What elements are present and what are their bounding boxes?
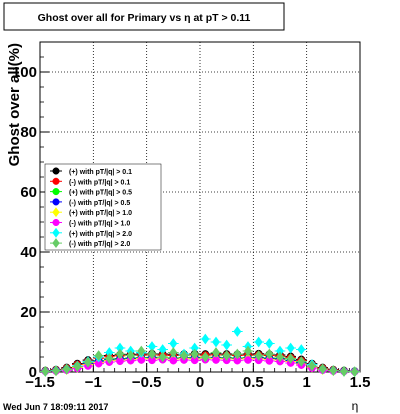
- data-point: [52, 365, 60, 377]
- legend-marker: [52, 177, 60, 185]
- legend-marker: [52, 218, 60, 227]
- data-point: [254, 350, 263, 361]
- y-tick-label: 40: [20, 244, 37, 261]
- data-points: [40, 326, 360, 378]
- x-tick-label: 0: [196, 374, 204, 391]
- x-tick-label: −1.5: [25, 374, 55, 391]
- x-tick-label: 0.5: [243, 374, 264, 391]
- data-point: [212, 336, 220, 348]
- data-point: [254, 336, 263, 348]
- data-point: [201, 351, 210, 363]
- legend-label: (-) with pT/|q| > 1.0: [69, 221, 130, 228]
- data-point: [244, 356, 252, 364]
- legend-label: (-) with pT/|q| > 0.5: [69, 200, 130, 207]
- data-point: [116, 348, 124, 360]
- data-point: [244, 345, 252, 357]
- x-tick-label: −1: [85, 374, 102, 391]
- y-tick-label: 20: [20, 304, 37, 321]
- data-point: [62, 363, 71, 375]
- legend-label: (+) with pT/|q| > 1.0: [69, 210, 132, 217]
- data-point: [297, 344, 306, 355]
- legend-marker: [52, 227, 60, 238]
- series-group: [40, 345, 360, 378]
- data-point: [41, 366, 50, 377]
- data-point: [190, 348, 199, 360]
- x-tick-label: −0.5: [132, 374, 162, 391]
- data-point: [222, 339, 231, 351]
- data-point: [94, 350, 103, 361]
- legend-marker: [52, 188, 60, 196]
- timestamp: Wed Jun 7 18:09:11 2017: [3, 402, 108, 412]
- data-point: [233, 326, 242, 337]
- data-point: [286, 342, 295, 354]
- data-point: [222, 350, 231, 361]
- data-point: [329, 365, 338, 376]
- x-tick-label: 1.5: [350, 374, 371, 391]
- data-point: [148, 348, 156, 360]
- legend-label: (-) with pT/|q| > 2.0: [69, 241, 130, 248]
- chart-title: Ghost over all for Primary vs η at pT > …: [38, 12, 251, 24]
- data-point: [286, 353, 295, 364]
- legend-label: (+) with pT/|q| > 0.5: [69, 190, 132, 197]
- data-point: [350, 366, 359, 378]
- legend-marker: [52, 198, 60, 206]
- title-box: Ghost over all for Primary vs η at pT > …: [3, 2, 285, 31]
- data-point: [201, 333, 210, 345]
- legend-marker: [52, 167, 60, 175]
- legend-marker: [52, 207, 60, 218]
- x-tick-label: 1: [302, 374, 310, 391]
- data-point: [212, 347, 220, 358]
- data-point: [126, 350, 135, 361]
- data-point: [180, 350, 188, 361]
- data-point: [137, 345, 146, 357]
- data-point: [340, 366, 348, 377]
- y-axis-label: Ghost over all(%): [6, 43, 23, 166]
- data-point: [265, 338, 274, 349]
- legend-marker: [52, 238, 60, 249]
- y-tick-labels: 0 20 40 60 80 100: [12, 64, 37, 381]
- data-point: [169, 347, 178, 358]
- data-point: [84, 357, 92, 368]
- x-tick-labels: −1.5 −1 −0.5 0 0.5 1 1.5: [25, 374, 370, 391]
- data-point: [297, 356, 306, 367]
- y-tick-label: 100: [12, 64, 37, 81]
- data-point: [158, 351, 167, 363]
- legend-label: (+) with pT/|q| > 2.0: [69, 231, 132, 238]
- data-point: [73, 361, 82, 372]
- data-point: [233, 348, 242, 360]
- x-axis-label: η: [352, 399, 359, 413]
- y-tick-label: 0: [29, 364, 37, 381]
- data-point: [105, 353, 114, 364]
- data-point: [318, 363, 327, 375]
- legend-label: (-) with pT/|q| > 0.1: [69, 179, 130, 186]
- data-point: [169, 356, 178, 365]
- y-tick-label: 80: [20, 124, 37, 141]
- data-point: [265, 348, 274, 360]
- legend: (+) with pT/|q| > 0.1 (-) with pT/|q| > 0…: [44, 163, 162, 251]
- data-point: [308, 360, 316, 372]
- y-tick-label: 60: [20, 184, 37, 201]
- data-point: [276, 351, 284, 363]
- legend-label: (+) with pT/|q| > 0.1: [69, 169, 132, 176]
